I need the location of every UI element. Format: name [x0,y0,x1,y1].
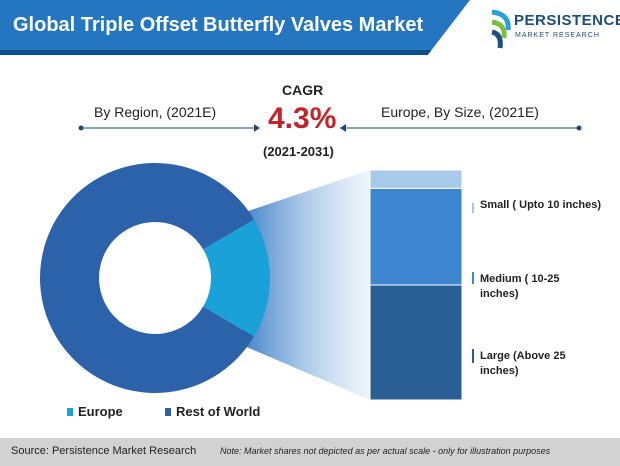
right-panel-header: Europe, By Size, (2021E) [381,104,539,120]
company-logo: PERSISTENCE MARKET RESEARCH [488,6,620,56]
stacked-segment-large [369,284,463,401]
breakdown-connector [242,170,370,400]
logo-mark-icon [491,9,511,49]
legend-label-large: Large (Above 25 inches) [480,350,566,377]
left-panel-header: By Region, (2021E) [94,104,217,120]
legend-label-small: Small ( Upto 10 inches) [480,199,602,211]
donut-slice-europe [203,219,270,337]
region-donut-chart [39,163,270,393]
footer-source: Source: Persistence Market Research [11,445,197,457]
stacked-segment-medium [369,187,463,286]
legend-label-medium: Medium ( 10-25 inches) [480,273,560,300]
left-header-arrowhead [254,124,260,132]
right-header-arrowhead [340,124,346,132]
right-header-dot [576,125,582,131]
donut-slice-rest-of-world [39,163,254,393]
page-title: Global Triple Offset Butterfly Valves Ma… [13,14,424,36]
legend-label-rest-of-world: Rest of World [176,404,261,419]
cagr-value: 4.3% [268,102,337,135]
logo-brand-text: PERSISTENCE [514,12,620,29]
stacked-segment-small [369,169,463,189]
legend-swatch-europe [67,408,73,416]
title-banner [0,0,470,55]
title-accent-stripe [0,50,470,55]
left-header-dot [78,125,84,131]
footer: Source: Persistence Market Research Note… [0,438,620,466]
legend-label-europe: Europe [78,404,123,419]
cagr-label: CAGR [282,82,324,98]
footer-note: Note: Market shares not depicted as per … [220,446,551,456]
size-stacked-bar [369,169,463,401]
legend-swatch-rest-of-world [165,408,171,416]
cagr-period: (2021-2031) [263,144,334,159]
logo-sub-text: MARKET RESEARCH [515,32,600,39]
